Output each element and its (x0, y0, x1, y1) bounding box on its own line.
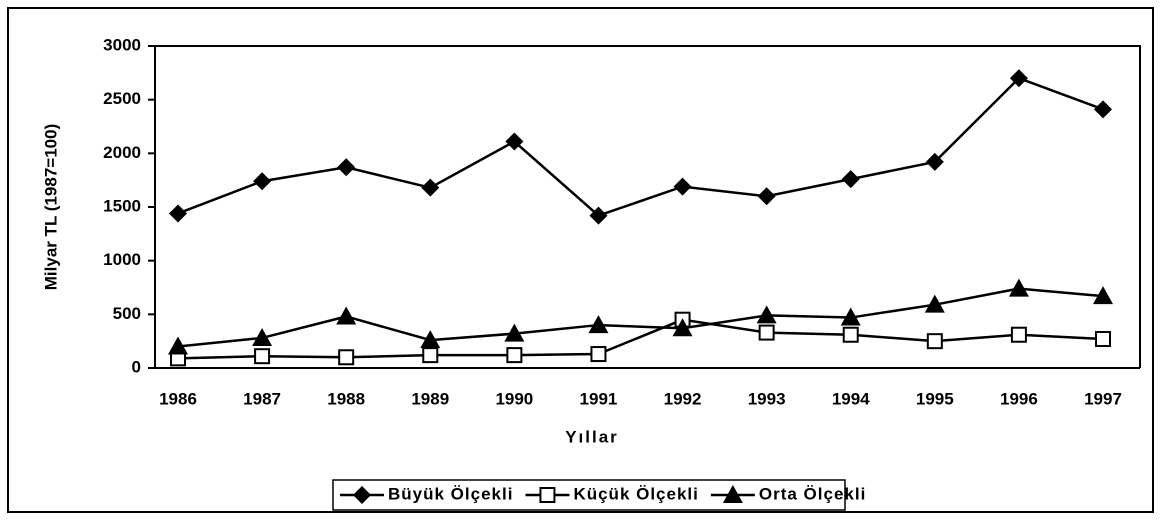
x-tick-label: 1988 (327, 389, 365, 408)
marker (840, 307, 861, 326)
marker (842, 326, 859, 343)
marker (168, 336, 188, 355)
marker (672, 318, 693, 337)
marker (253, 172, 272, 191)
y-tick-label: 1000 (103, 250, 141, 269)
marker (1093, 286, 1113, 305)
legend-label: Orta Ölçekli (759, 484, 866, 503)
y-tick-label: 3000 (103, 35, 141, 54)
x-tick-label: 1991 (580, 389, 618, 408)
marker (337, 158, 356, 177)
x-tick-label: 1997 (1084, 389, 1122, 408)
x-tick-label: 1992 (664, 389, 702, 408)
marker (924, 294, 945, 313)
series-line (177, 76, 1104, 218)
marker (1094, 100, 1112, 119)
marker (506, 347, 523, 364)
marker (757, 187, 776, 206)
marker (505, 132, 524, 151)
marker (504, 323, 525, 342)
legend: Büyük Ölçekli Küçük Ölçekli Orta Ölçekli (332, 479, 866, 511)
x-tick-label: 1996 (1000, 389, 1038, 408)
marker (589, 206, 608, 225)
x-tick-label: 1993 (748, 389, 786, 408)
x-tick-label: 1986 (159, 389, 197, 408)
marker (926, 333, 943, 350)
y-tick-label: 2500 (103, 89, 141, 108)
marker (925, 152, 944, 171)
marker (588, 315, 609, 334)
marker (1010, 326, 1027, 343)
marker (254, 348, 271, 365)
marker (420, 330, 441, 349)
marker (590, 346, 607, 363)
y-tick-label: 0 (132, 357, 141, 376)
marker (421, 178, 440, 197)
marker (338, 349, 355, 366)
x-tick-label: 1990 (495, 389, 533, 408)
marker (1095, 331, 1111, 348)
x-tick-label: 1989 (411, 389, 449, 408)
marker (252, 327, 273, 346)
x-tick-label: 1987 (243, 389, 281, 408)
marker (1008, 278, 1029, 297)
marker (336, 306, 357, 325)
y-axis-label: Milyar TL (1987=100) (41, 124, 60, 290)
legend-label: Büyük Ölçekli (388, 484, 513, 503)
legend-marker (353, 486, 371, 504)
y-tick-label: 500 (113, 304, 141, 323)
marker (673, 177, 692, 196)
series-line (177, 287, 1104, 348)
legend-marker (722, 485, 743, 503)
legend-label: Küçük Ölçekli (573, 484, 698, 503)
marker (758, 324, 775, 341)
marker (169, 204, 187, 223)
x-axis-label: Yıllar (565, 427, 619, 446)
legend-frame (332, 479, 846, 511)
series-line (177, 318, 1104, 360)
y-tick-label: 2000 (103, 143, 141, 162)
chart-frame (7, 7, 1154, 513)
marker (841, 170, 860, 189)
x-tick-label: 1994 (832, 389, 870, 408)
x-tick-label: 1995 (916, 389, 954, 408)
legend-marker (539, 487, 556, 503)
marker (1009, 69, 1028, 88)
y-tick-label: 1500 (103, 196, 141, 215)
marker (756, 305, 777, 324)
marker (422, 347, 439, 364)
plot-frame (155, 45, 1141, 368)
